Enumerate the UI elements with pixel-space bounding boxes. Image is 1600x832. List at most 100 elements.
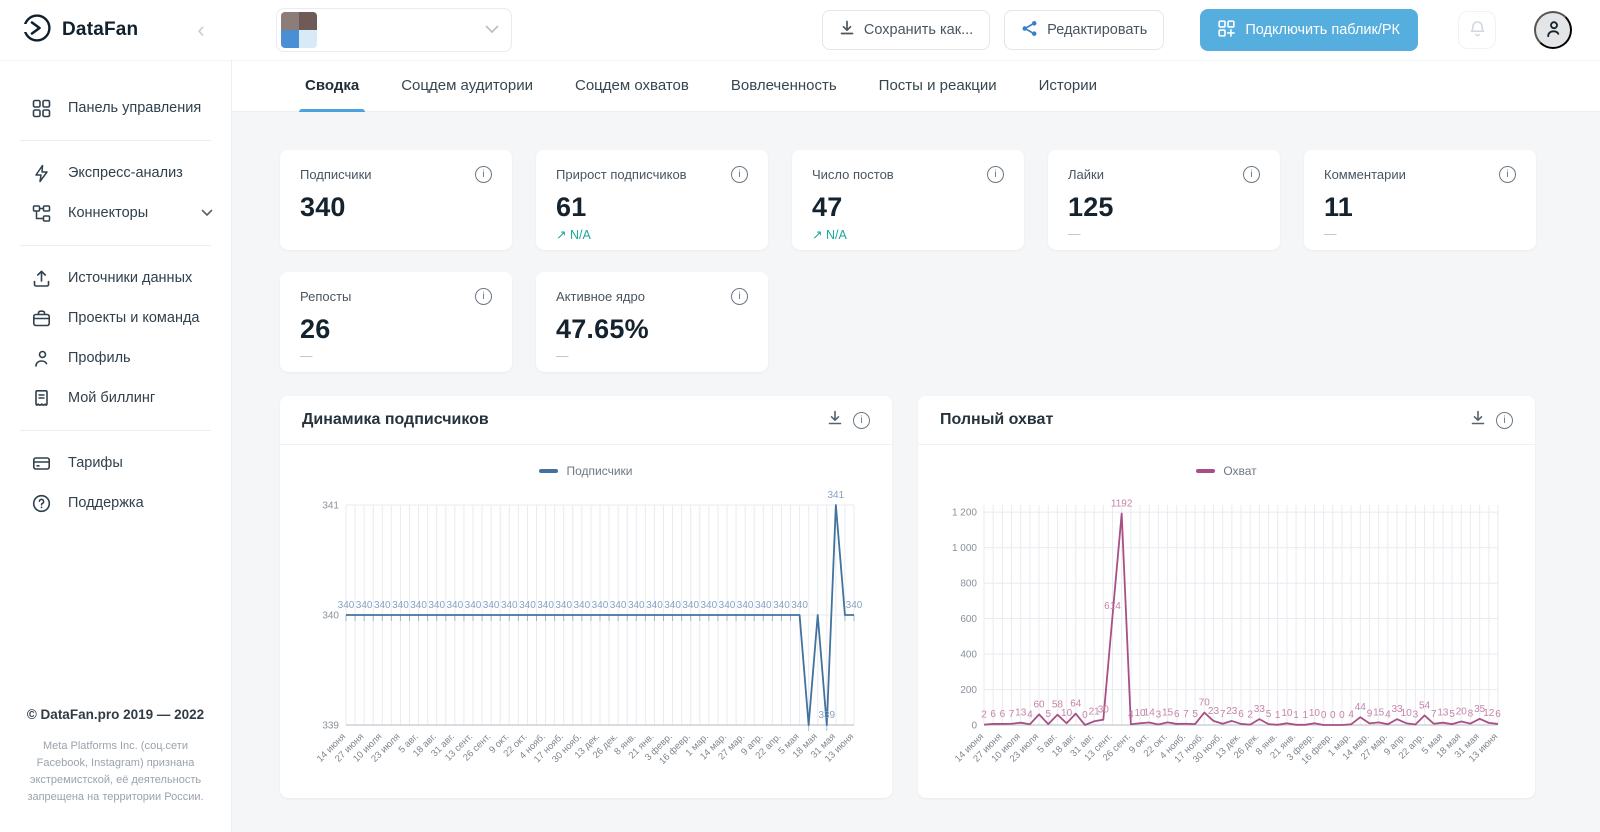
svg-text:6: 6	[1000, 709, 1006, 720]
stat-no-change: —	[556, 349, 748, 363]
svg-text:340: 340	[465, 600, 482, 611]
info-icon[interactable]: i	[1496, 412, 1513, 429]
svg-text:340: 340	[574, 600, 591, 611]
sidebar-item-profile[interactable]: Профиль	[0, 338, 231, 378]
svg-text:340: 340	[646, 600, 663, 611]
svg-text:340: 340	[519, 600, 536, 611]
stat-card-comments: Комментарии i 11 —	[1304, 150, 1536, 250]
svg-text:341: 341	[828, 490, 845, 501]
total-reach-panel: Полный охват i Охват 020	[918, 396, 1535, 798]
svg-text:54: 54	[1419, 700, 1431, 711]
panel-title: Полный охват	[940, 411, 1053, 429]
svg-text:12: 12	[1483, 708, 1495, 719]
info-icon[interactable]: i	[731, 166, 748, 183]
credit-card-icon	[32, 454, 51, 473]
trend-up-icon: ↗	[812, 228, 822, 242]
svg-text:800: 800	[960, 579, 977, 590]
svg-text:3: 3	[1156, 709, 1162, 720]
sidebar-item-dashboard[interactable]: Панель управления	[0, 88, 231, 128]
svg-text:44: 44	[1355, 702, 1367, 713]
sidebar-item-connectors[interactable]: Коннекторы	[0, 193, 231, 233]
tab-engagement[interactable]: Вовлеченность	[731, 60, 837, 112]
sidebar-item-projects-team[interactable]: Проекты и команда	[0, 298, 231, 338]
topbar-actions: Сохранить как... Редактировать Подключ	[822, 9, 1600, 51]
tab-stories[interactable]: Истории	[1039, 60, 1097, 112]
svg-text:6: 6	[990, 709, 996, 720]
bell-icon	[1469, 20, 1486, 41]
svg-text:64: 64	[1070, 699, 1082, 710]
sidebar-collapse-icon[interactable]: ‹	[186, 17, 216, 43]
tab-summary[interactable]: Сводка	[305, 60, 359, 112]
stat-value: 11	[1324, 192, 1516, 223]
upload-icon	[32, 269, 51, 288]
dashboard-icon	[32, 99, 51, 118]
question-circle-icon	[32, 494, 51, 513]
sidebar-item-data-sources[interactable]: Источники данных	[0, 258, 231, 298]
svg-text:7: 7	[1183, 709, 1189, 720]
sidebar-item-tariffs[interactable]: Тарифы	[0, 443, 231, 483]
project-selector[interactable]	[276, 8, 512, 52]
notifications-button[interactable]	[1458, 11, 1496, 49]
svg-text:340: 340	[392, 600, 409, 611]
info-icon[interactable]: i	[731, 288, 748, 305]
svg-text:340: 340	[719, 600, 736, 611]
svg-text:0: 0	[1330, 710, 1336, 721]
download-chart-icon[interactable]	[827, 410, 843, 431]
svg-text:10: 10	[1281, 708, 1293, 719]
svg-text:15: 15	[1373, 707, 1385, 718]
svg-text:340: 340	[537, 600, 554, 611]
info-icon[interactable]: i	[853, 412, 870, 429]
svg-text:340: 340	[682, 600, 699, 611]
save-as-button[interactable]: Сохранить как...	[822, 10, 990, 50]
stat-value: 125	[1068, 192, 1260, 223]
connect-public-button[interactable]: Подключить паблик/РК	[1200, 9, 1418, 51]
svg-text:341: 341	[322, 501, 339, 512]
svg-text:0: 0	[1082, 710, 1088, 721]
svg-text:5: 5	[1266, 709, 1272, 720]
svg-text:4: 4	[1027, 709, 1033, 720]
stat-trend: ↗ N/A	[556, 227, 748, 242]
svg-text:13: 13	[1437, 708, 1449, 719]
connectors-icon	[32, 204, 51, 223]
svg-text:340: 340	[501, 600, 518, 611]
tab-audience-demographics[interactable]: Соцдем аудитории	[401, 60, 533, 112]
svg-text:340: 340	[701, 600, 718, 611]
stat-value: 340	[300, 192, 492, 223]
lightning-icon	[32, 164, 51, 183]
info-icon[interactable]: i	[1243, 166, 1260, 183]
svg-text:340: 340	[628, 600, 645, 611]
sidebar-item-billing[interactable]: Мой биллинг	[0, 378, 231, 418]
info-icon[interactable]: i	[475, 166, 492, 183]
svg-text:340: 340	[447, 600, 464, 611]
tab-reach-demographics[interactable]: Соцдем охватов	[575, 60, 689, 112]
stat-no-change: —	[1068, 227, 1260, 241]
svg-text:15: 15	[1162, 707, 1174, 718]
edit-button[interactable]: Редактировать	[1004, 10, 1164, 50]
svg-text:340: 340	[791, 600, 808, 611]
user-menu-button[interactable]	[1534, 11, 1572, 49]
meta-disclaimer-text: Meta Platforms Inc. (соц.сети Facebook, …	[18, 738, 213, 806]
info-icon[interactable]: i	[1499, 166, 1516, 183]
download-chart-icon[interactable]	[1470, 410, 1486, 431]
svg-text:3: 3	[1413, 709, 1419, 720]
svg-text:60: 60	[1034, 699, 1046, 710]
svg-text:8: 8	[1468, 709, 1474, 720]
svg-text:340: 340	[483, 600, 500, 611]
info-icon[interactable]: i	[987, 166, 1004, 183]
svg-text:614: 614	[1104, 601, 1121, 612]
sidebar-item-support[interactable]: Поддержка	[0, 483, 231, 523]
briefcase-icon	[32, 309, 51, 328]
svg-text:2: 2	[1247, 710, 1253, 721]
stat-trend: ↗ N/A	[812, 227, 1004, 242]
sidebar: Панель управления Экспресс-анализ Коннек…	[0, 60, 232, 832]
svg-text:339: 339	[818, 710, 835, 721]
svg-text:5: 5	[1449, 709, 1455, 720]
svg-text:340: 340	[322, 611, 339, 622]
svg-text:600: 600	[960, 614, 977, 625]
info-icon[interactable]: i	[475, 288, 492, 305]
tab-posts-reactions[interactable]: Посты и реакции	[879, 60, 997, 112]
sidebar-item-express-analysis[interactable]: Экспресс-анализ	[0, 153, 231, 193]
svg-text:340: 340	[755, 600, 772, 611]
chart-legend: Подписчики	[304, 459, 868, 483]
svg-text:4: 4	[1385, 709, 1391, 720]
